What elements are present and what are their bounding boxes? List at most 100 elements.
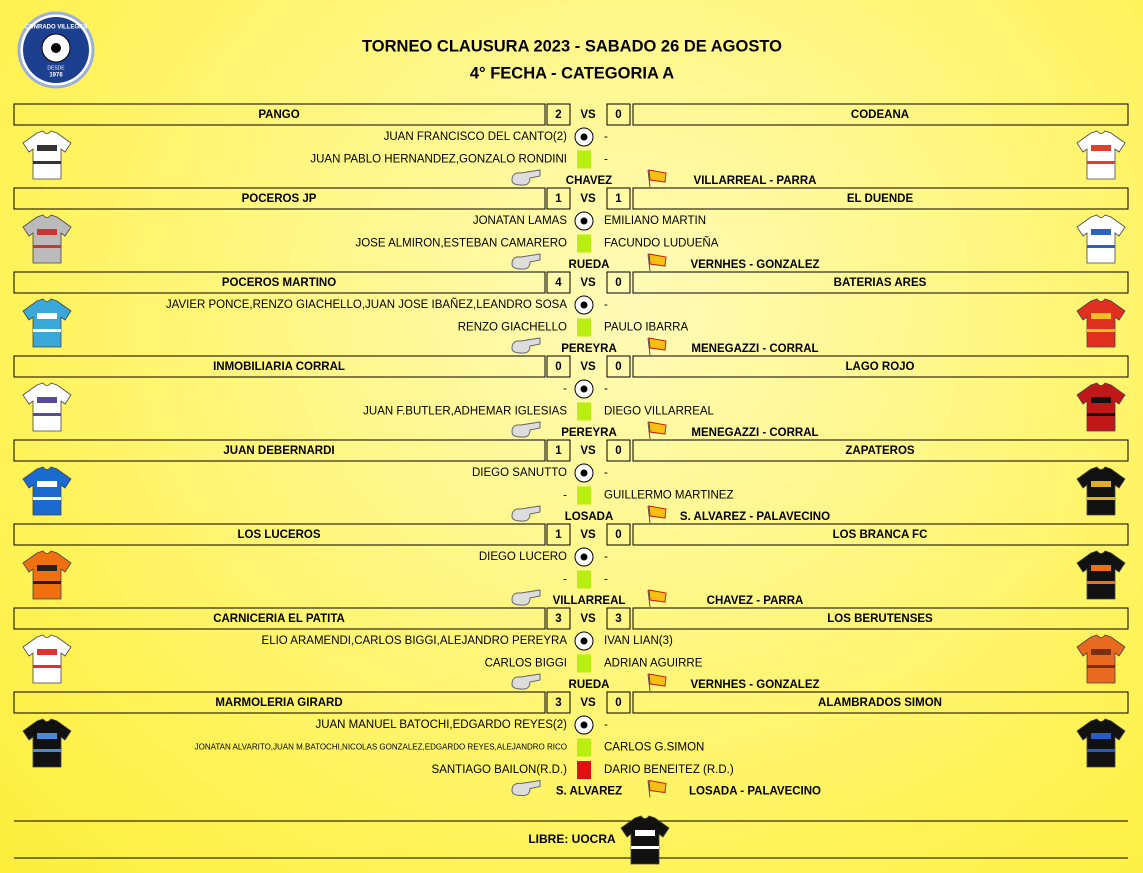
referee: LOSADA xyxy=(565,511,614,523)
jersey-stripe xyxy=(1091,229,1111,235)
home-team: INMOBILIARIA CORRAL xyxy=(213,361,345,373)
jersey-stripe xyxy=(37,733,57,739)
ball-patch xyxy=(580,133,588,141)
jersey-stripe xyxy=(33,497,61,500)
whistle-icon xyxy=(511,169,541,186)
yellow-away: CARLOS G.SIMON xyxy=(604,742,704,754)
jersey-body xyxy=(22,298,72,348)
away-score: 1 xyxy=(615,193,622,205)
jersey-stripe xyxy=(33,161,61,164)
jersey-body xyxy=(1076,214,1126,264)
away-team: CODEANA xyxy=(851,109,909,121)
jersey-stripe xyxy=(631,846,659,849)
whistle-icon xyxy=(511,779,541,797)
yellow-away: FACUNDO LUDUEÑA xyxy=(604,237,719,250)
jersey-body xyxy=(22,466,72,516)
home-score: 1 xyxy=(555,445,562,457)
jersey-body xyxy=(22,214,72,264)
vs-label: VS xyxy=(580,445,596,457)
home-team: JUAN DEBERNARDI xyxy=(223,445,334,457)
goals-home: - xyxy=(563,383,567,395)
cell xyxy=(546,439,571,462)
cell xyxy=(546,523,571,546)
referee: VILLARREAL xyxy=(553,595,626,607)
jersey-body xyxy=(22,550,72,600)
assistants: CHAVEZ - PARRA xyxy=(707,595,804,607)
jersey xyxy=(1076,550,1126,600)
assistants: MENEGAZZI - CORRAL xyxy=(691,343,818,355)
jersey xyxy=(22,214,72,264)
jersey-stripe xyxy=(1091,565,1111,571)
ball-patch xyxy=(580,553,588,561)
home-team: POCEROS JP xyxy=(242,193,317,205)
card-icon xyxy=(577,402,591,421)
jersey-stripe xyxy=(1091,397,1111,403)
home-score: 4 xyxy=(555,277,562,289)
jersey-stripe xyxy=(1091,649,1111,655)
jersey-stripe xyxy=(1087,581,1115,584)
flag-icon xyxy=(648,169,667,183)
home-score: 0 xyxy=(555,361,561,373)
home-team: MARMOLERIA GIRARD xyxy=(215,697,342,709)
away-score: 0 xyxy=(615,361,621,373)
cell xyxy=(13,187,546,210)
cell xyxy=(606,187,631,210)
cell xyxy=(632,439,1129,462)
cell xyxy=(632,103,1129,126)
logo: CONRADO VILLEGAS DESDE 1976 xyxy=(17,11,95,89)
jersey-stripe xyxy=(37,397,57,403)
vs-label: VS xyxy=(580,613,596,625)
goals-home: JUAN FRANCISCO DEL CANTO(2) xyxy=(384,131,568,143)
cell xyxy=(546,187,571,210)
cell xyxy=(546,691,571,714)
home-team: CARNICERIA EL PATITA xyxy=(213,613,345,625)
flag-icon xyxy=(648,421,667,435)
jersey-body xyxy=(1076,298,1126,348)
jersey-stripe xyxy=(37,229,57,235)
assistants: VERNHES - GONZALEZ xyxy=(690,259,819,271)
flag-pole xyxy=(647,421,651,440)
cell xyxy=(632,355,1129,378)
cell xyxy=(606,271,631,294)
title: TORNEO CLAUSURA 2023 - SABADO 26 DE AGOS… xyxy=(362,37,782,55)
yellow-away: PAULO IBARRA xyxy=(604,322,688,334)
cell xyxy=(606,439,631,462)
jersey-stripe xyxy=(37,481,57,487)
jersey-stripe xyxy=(33,581,61,584)
jersey-body xyxy=(1076,718,1126,768)
jersey-stripe xyxy=(1087,161,1115,164)
cell xyxy=(632,607,1129,630)
card-icon xyxy=(577,486,591,505)
card-icon xyxy=(577,150,591,169)
jersey-stripe xyxy=(37,145,57,151)
assistants: MENEGAZZI - CORRAL xyxy=(691,427,818,439)
flag-pole xyxy=(647,253,651,272)
card-icon xyxy=(577,570,591,589)
whistle-icon xyxy=(511,253,541,270)
home-score: 2 xyxy=(555,109,561,121)
away-team: ZAPATEROS xyxy=(845,445,915,457)
jersey-stripe xyxy=(1087,665,1115,668)
card-icon xyxy=(577,761,591,779)
goals-home: JUAN MANUEL BATOCHI,EDGARDO REYES(2) xyxy=(315,719,567,731)
flag-icon xyxy=(648,589,667,603)
goals-home: JAVIER PONCE,RENZO GIACHELLO,JUAN JOSE I… xyxy=(166,298,567,311)
vs-label: VS xyxy=(580,529,596,541)
card-icon xyxy=(577,234,591,253)
jersey-stripe xyxy=(33,749,61,752)
away-score: 0 xyxy=(615,697,621,709)
goals-home: DIEGO SANUTTO xyxy=(472,467,567,479)
away-team: BATERIAS ARES xyxy=(834,277,927,289)
jersey-stripe xyxy=(33,245,61,248)
goals-away: IVAN LIAN(3) xyxy=(604,635,673,647)
goals-away: - xyxy=(604,299,608,311)
jersey-stripe xyxy=(1087,413,1115,416)
jersey-stripe xyxy=(33,413,61,416)
yellow-home: CARLOS BIGGI xyxy=(485,658,567,670)
logo-name: CONRADO VILLEGAS xyxy=(25,25,88,31)
flag-icon xyxy=(648,779,667,794)
cell xyxy=(606,103,631,126)
ball-patch xyxy=(580,721,588,729)
assistants: LOSADA - PALAVECINO xyxy=(689,786,821,798)
